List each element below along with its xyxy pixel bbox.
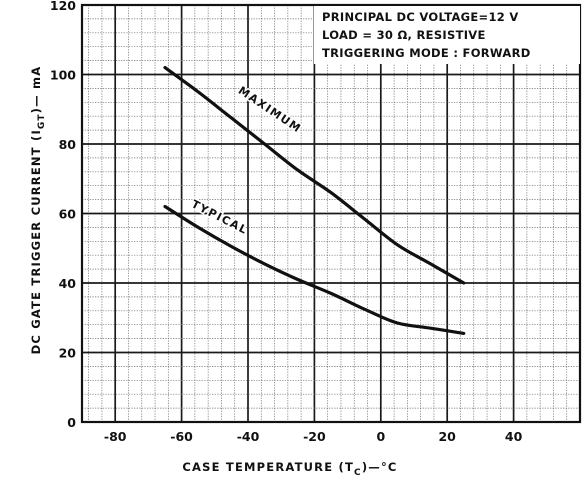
typical-curve — [163, 204, 466, 335]
y-tick-label: 100 — [50, 68, 76, 83]
x-tick-label: -20 — [303, 429, 326, 444]
x-tick-label: -80 — [104, 429, 127, 444]
x-axis-title-tail: )—°C — [362, 460, 398, 474]
y-tick-label: 60 — [59, 207, 77, 222]
y-axis-title: DC GATE TRIGGER CURRENT (IGT)— mA — [29, 66, 47, 355]
grid — [82, 4, 581, 423]
x-tick-label: 40 — [505, 429, 523, 444]
test-condition-mode: TRIGGERING MODE : FORWARD — [322, 46, 531, 60]
x-axis-title-subscript: C — [354, 468, 362, 478]
maximum-curve — [163, 66, 466, 285]
x-tick-label: 20 — [438, 429, 456, 444]
y-tick-label: 20 — [59, 346, 77, 361]
y-tick-label: 80 — [59, 137, 77, 152]
tick-labels: -80 -60 -40 -20 0 20 40 0 20 40 60 80 100 120 — [50, 0, 523, 444]
y-tick-label: 120 — [50, 0, 76, 13]
y-tick-label: 0 — [67, 415, 76, 430]
y-tick-label: 40 — [59, 276, 77, 291]
x-axis-title-main: CASE TEMPERATURE (T — [182, 460, 354, 474]
plot-border — [80, 3, 582, 424]
x-axis-title: CASE TEMPERATURE (TC)—°C — [182, 460, 397, 478]
x-tick-label: -40 — [237, 429, 260, 444]
test-condition-load: LOAD = 30 Ω, RESISTIVE — [322, 28, 486, 42]
y-axis-title-subscript: GT — [37, 113, 47, 129]
y-axis-title-main: DC GATE TRIGGER CURRENT (I — [29, 129, 43, 354]
y-axis-title-tail: )— mA — [29, 66, 43, 114]
x-tick-label: -60 — [170, 429, 193, 444]
plot-frame — [80, 3, 582, 424]
x-tick-label: 0 — [376, 429, 385, 444]
test-conditions-box: PRINCIPAL DC VOLTAGE=12 V LOAD = 30 Ω, R… — [314, 6, 580, 64]
test-condition-voltage: PRINCIPAL DC VOLTAGE=12 V — [322, 10, 519, 24]
test-conditions-background — [314, 6, 580, 64]
